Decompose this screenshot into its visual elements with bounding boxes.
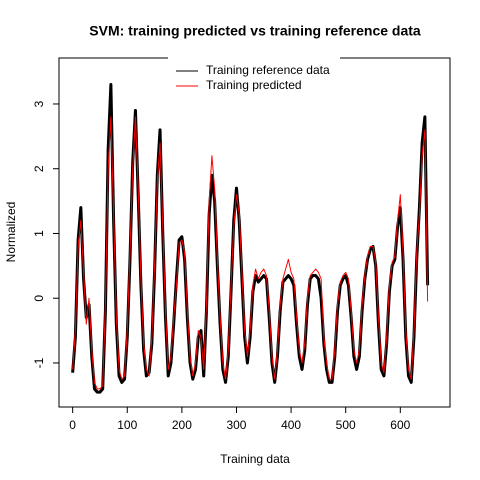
legend-box: [168, 55, 340, 97]
x-tick-label: 0: [69, 418, 76, 432]
y-tick-label: 3: [32, 100, 46, 107]
y-tick-label: 1: [32, 230, 46, 237]
legend-label: Training predicted: [206, 78, 302, 92]
x-tick-label: 400: [281, 418, 301, 432]
y-tick-label: -1: [32, 357, 46, 368]
x-tick-label: 300: [226, 418, 246, 432]
x-tick-label: 100: [117, 418, 137, 432]
legend-label: Training reference data: [206, 63, 330, 77]
x-tick-label: 600: [390, 418, 410, 432]
x-tick-label: 500: [336, 418, 356, 432]
y-axis-label: Normalized: [4, 202, 18, 263]
y-tick-label: 2: [32, 165, 46, 172]
x-axis-label: Training data: [220, 452, 290, 466]
y-tick-label: 0: [32, 295, 46, 302]
data-line: [72, 116, 429, 390]
x-tick-label: 200: [172, 418, 192, 432]
chart-title: SVM: training predicted vs training refe…: [89, 23, 421, 39]
